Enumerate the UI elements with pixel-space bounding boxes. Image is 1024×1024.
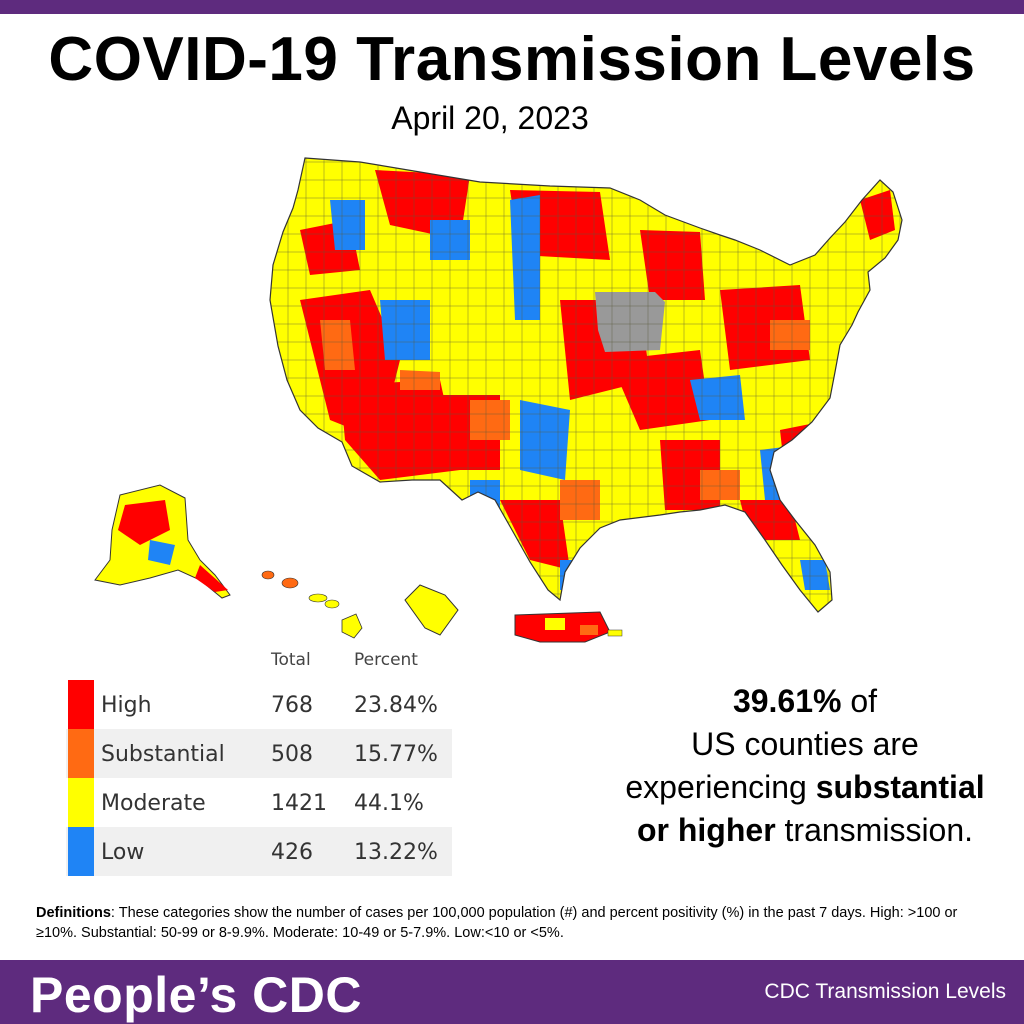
footer-bar: People’s CDC CDC Transmission Levels bbox=[0, 960, 1024, 1024]
table-row-substantial: Substantial 508 15.77% bbox=[66, 729, 452, 778]
source-label: CDC Transmission Levels bbox=[764, 980, 1006, 1003]
level-label: Substantial bbox=[101, 742, 225, 767]
summary-text: transmission. bbox=[775, 812, 974, 848]
hawaii-map bbox=[261, 570, 363, 639]
report-date: April 20, 2023 bbox=[391, 100, 589, 136]
definitions-note: Definitions: These categories show the n… bbox=[36, 903, 996, 943]
level-percent: 23.84% bbox=[354, 693, 438, 718]
level-label: Low bbox=[101, 840, 145, 865]
table-row-low: Low 426 13.22% bbox=[66, 827, 452, 876]
level-label: Moderate bbox=[101, 791, 206, 816]
summary-text: experiencing bbox=[625, 769, 816, 805]
column-header-percent: Percent bbox=[354, 650, 418, 670]
table-row-high: High 768 23.84% bbox=[66, 680, 452, 729]
low-swatch bbox=[68, 827, 94, 876]
level-total: 508 bbox=[271, 742, 313, 767]
territory-map bbox=[404, 584, 459, 636]
level-percent: 44.1% bbox=[354, 791, 424, 816]
alaska-map bbox=[94, 484, 231, 599]
substantial-swatch bbox=[68, 729, 94, 778]
level-total: 1421 bbox=[271, 791, 327, 816]
level-total: 768 bbox=[271, 693, 313, 718]
table-row-moderate: Moderate 1421 44.1% bbox=[66, 778, 452, 827]
column-header-total: Total bbox=[271, 650, 311, 670]
brand-logo: People’s CDC bbox=[30, 967, 363, 1023]
page-title: COVID-19 Transmission Levels bbox=[48, 25, 976, 94]
summary-emphasis: or higher bbox=[636, 812, 776, 848]
summary-statement: 39.61% of US counties are experiencing s… bbox=[600, 680, 1010, 852]
summary-percent: 39.61% bbox=[732, 683, 842, 719]
level-percent: 13.22% bbox=[354, 840, 438, 865]
top-bar bbox=[0, 0, 1024, 14]
puerto-rico-map bbox=[514, 611, 623, 643]
summary-text: of bbox=[841, 683, 878, 719]
transmission-table: Total Percent High 768 23.84% Substantia… bbox=[66, 640, 456, 880]
mainland-map bbox=[270, 158, 902, 612]
level-percent: 15.77% bbox=[354, 742, 438, 767]
high-swatch bbox=[68, 680, 94, 729]
definitions-label: Definitions bbox=[36, 905, 111, 921]
level-label: High bbox=[101, 693, 152, 718]
summary-text: US counties are bbox=[691, 726, 919, 762]
definitions-text: : These categories show the number of ca… bbox=[36, 905, 958, 941]
level-total: 426 bbox=[271, 840, 313, 865]
moderate-swatch bbox=[68, 778, 94, 827]
summary-emphasis: substantial bbox=[815, 769, 985, 805]
